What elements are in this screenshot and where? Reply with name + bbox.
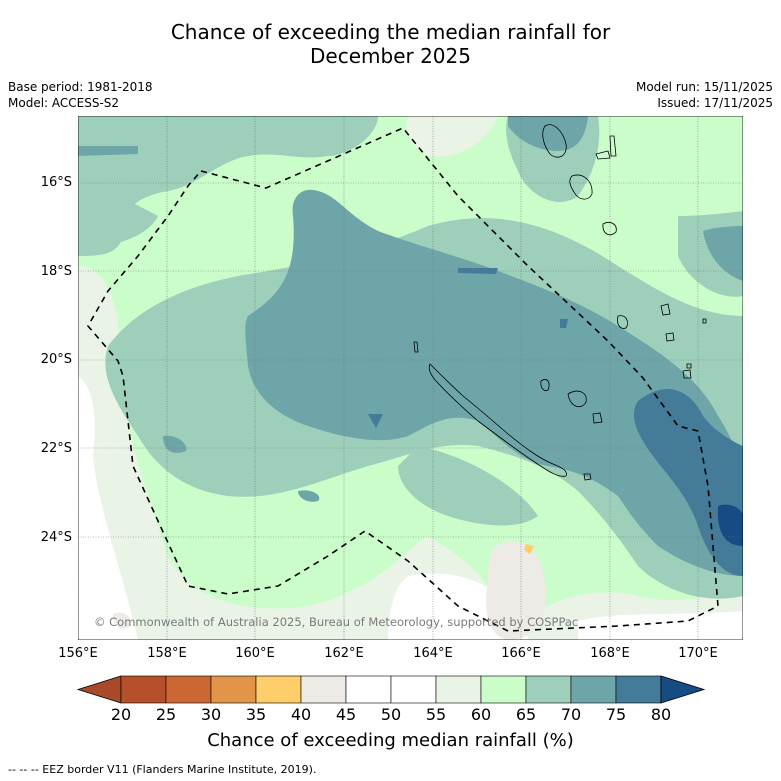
meta-left: Base period: 1981-2018 Model: ACCESS-S2 (8, 79, 153, 111)
colorbar-bin (165, 675, 212, 704)
lon-label-160e: 160°E (235, 646, 275, 661)
aneityum-island (682, 369, 692, 379)
lat-label-16s: 16°S (40, 175, 72, 190)
meta-right: Model run: 15/11/2025 Issued: 17/11/2025 (636, 79, 773, 111)
model-run: Model run: 15/11/2025 (635, 80, 773, 94)
colorbar-bin (480, 675, 527, 704)
colorbar-bin (435, 675, 482, 704)
band-40-45-small (113, 612, 131, 629)
colorbar-tick-label: 75 (605, 705, 627, 724)
band-70-75-west-patch (163, 435, 187, 453)
lat-label-18s: 18°S (40, 264, 72, 279)
colorbar-tick-label: 65 (515, 705, 537, 724)
band-45-50-sw (78, 376, 138, 640)
copyright-text: © Commonwealth of Australia 2025, Bureau… (94, 615, 578, 629)
espiritu-santo-island (542, 124, 567, 158)
model-name: Model: ACCESS-S2 (8, 96, 120, 110)
band-75-80-east-speck (560, 319, 568, 328)
band-35-40-speck (524, 544, 534, 554)
map-title: Chance of exceeding the median rainfall … (0, 20, 781, 68)
lon-label-166e: 166°E (501, 646, 541, 661)
lon-label-168e: 168°E (590, 646, 630, 661)
colorbar-tick-label: 20 (110, 705, 132, 724)
tanna-island (660, 303, 671, 316)
colorbar-bin (345, 675, 392, 704)
mare-island (592, 412, 603, 424)
colorbar-tick-label: 60 (470, 705, 492, 724)
colorbar-bin (525, 675, 572, 704)
map-gridlines (78, 116, 743, 640)
lon-label-170e: 170°E (678, 646, 718, 661)
colorbar-extend-low (76, 675, 122, 704)
band-70-75-main (245, 189, 743, 576)
colorbar-bin (570, 675, 617, 704)
new-caledonia-island (428, 363, 567, 477)
issued-date: Issued: 17/11/2025 (657, 96, 773, 110)
small-island-3 (686, 363, 692, 369)
lat-label-20s: 20°S (40, 352, 72, 367)
colorbar-bin (255, 675, 302, 704)
band-70-75-ne (703, 226, 743, 281)
colorbar-tick-label: 30 (200, 705, 222, 724)
band-70-75-north (508, 116, 588, 151)
colorbar-title: Chance of exceeding median rainfall (%) (207, 730, 574, 751)
ouvea-island (540, 379, 550, 391)
lat-label-22s: 22°S (40, 441, 72, 456)
small-island-2 (665, 332, 675, 342)
colorbar (76, 675, 706, 704)
colorbar-bin (615, 675, 662, 704)
malekula-island (569, 174, 593, 200)
lon-label-162e: 162°E (324, 646, 364, 661)
belep-islands (413, 341, 419, 353)
small-island-1 (702, 318, 707, 324)
band-65-70-nw-strip (78, 193, 158, 251)
lifou-island (567, 390, 587, 408)
base-period: Base period: 1981-2018 (8, 80, 153, 94)
colorbar-bin (300, 675, 347, 704)
colorbar-tick-label: 40 (290, 705, 312, 724)
band-70-75-south-patch (298, 490, 320, 502)
lon-label-156e: 156°E (58, 646, 98, 661)
title-line-1: Chance of exceeding the median rainfall … (170, 20, 611, 44)
colorbar-bin (120, 675, 167, 704)
band-70-75-nw-line (78, 146, 138, 156)
colorbar-tick-label: 45 (335, 705, 357, 724)
colorbar-tick-label: 25 (155, 705, 177, 724)
band-45-50-se (578, 611, 743, 640)
band-75-80-east (633, 389, 743, 576)
lon-label-164e: 164°E (413, 646, 453, 661)
band-80-plus-east (717, 504, 743, 546)
band-40-45-patch (486, 541, 546, 640)
pentecost-island (609, 135, 617, 157)
eez-border (87, 127, 719, 632)
band-55-60-north (406, 116, 498, 157)
colorbar-tick-label: 50 (380, 705, 402, 724)
efate-island (602, 222, 617, 236)
rainfall-map: © Commonwealth of Australia 2025, Bureau… (78, 116, 743, 640)
colorbar-bin (390, 675, 437, 704)
colorbar-tick-label: 35 (245, 705, 267, 724)
colorbar-extend-high (660, 675, 706, 704)
isle-of-pines (583, 473, 592, 481)
band-75-80-small (368, 414, 383, 428)
lat-label-24s: 24°S (40, 530, 72, 545)
colorbar-tick-label: 55 (425, 705, 447, 724)
colorbar-tick-label: 80 (650, 705, 672, 724)
eez-footnote: -- -- -- EEZ border V11 (Flanders Marine… (8, 763, 317, 776)
band-65-70-south-bulge (398, 446, 538, 526)
ambae-island (595, 150, 611, 160)
band-65-70-main (78, 116, 378, 256)
erromango-island (617, 315, 628, 329)
title-line-2: December 2025 (310, 44, 471, 68)
colorbar-bin (210, 675, 257, 704)
colorbar-tick-label: 70 (560, 705, 582, 724)
lon-label-158e: 158°E (147, 646, 187, 661)
